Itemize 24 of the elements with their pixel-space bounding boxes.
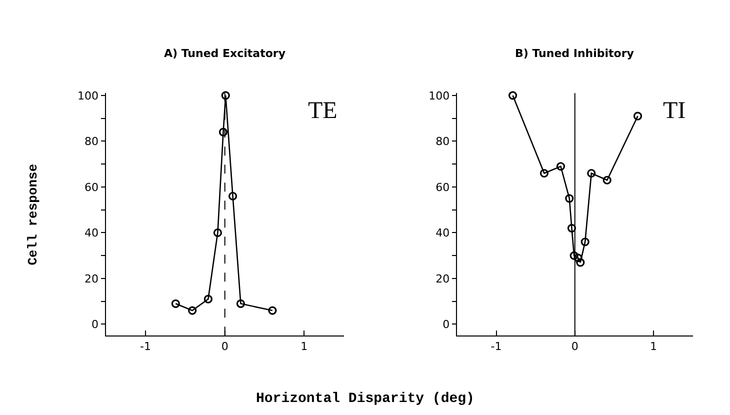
y-tick-label: 40: [84, 226, 99, 240]
y-tick-label: 100: [78, 89, 99, 102]
y-tick-label: 60: [84, 180, 99, 194]
y-tick-label: 0: [92, 318, 99, 332]
annotation: TI: [663, 98, 686, 124]
x-tick-label: 0: [221, 340, 228, 353]
x-axis-title: Horizontal Disparity (deg): [256, 391, 474, 407]
x-tick-label: -1: [140, 340, 151, 353]
y-tick-label: 60: [436, 180, 450, 194]
y-tick-label: 20: [436, 272, 450, 286]
y-tick-label: 80: [436, 135, 450, 148]
y-tick-label: 80: [84, 135, 99, 148]
x-tick-label: 1: [300, 340, 308, 353]
chart-title: A) Tuned Excitatory: [164, 47, 286, 60]
chart-title: B) Tuned Inhibitory: [515, 47, 634, 60]
x-tick-label: 1: [650, 340, 657, 353]
y-tick-label: 0: [442, 318, 450, 332]
y-tick-label: 100: [428, 89, 450, 102]
x-tick-label: 0: [571, 340, 578, 353]
y-tick-label: 20: [84, 272, 99, 286]
y-axis-title: Cell response: [25, 164, 40, 266]
x-tick-label: -1: [490, 340, 502, 353]
annotation: TE: [308, 98, 338, 124]
y-tick-label: 40: [436, 226, 450, 240]
